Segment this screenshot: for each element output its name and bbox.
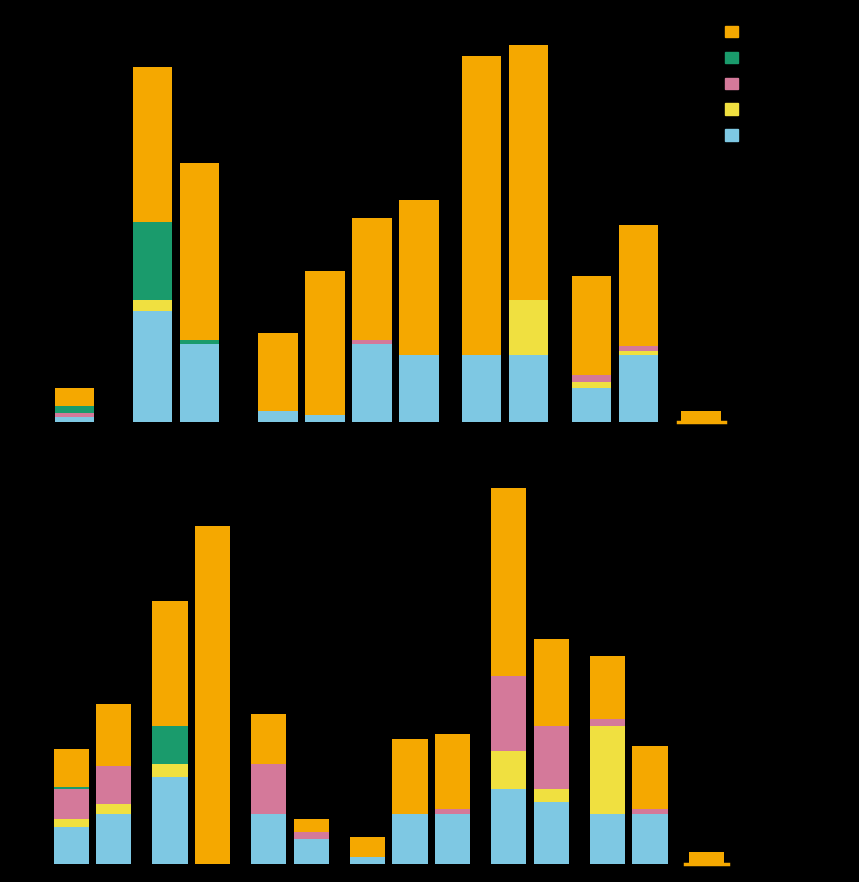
Bar [618,225,658,347]
Bar [55,407,94,413]
Bar [53,789,88,819]
Bar [618,351,658,355]
Bar [618,355,658,422]
Bar [259,411,297,422]
Bar [352,218,392,340]
Bar [393,814,428,864]
Bar [96,766,131,804]
Bar [251,714,287,764]
Bar [152,776,187,864]
Bar [590,727,625,814]
Bar [294,840,329,864]
Bar [681,411,721,422]
Bar [53,787,88,789]
Bar [180,344,219,422]
Bar [462,355,502,422]
Bar [572,375,611,382]
Bar [491,488,527,676]
Bar [55,417,94,422]
Bar [509,355,548,422]
Bar [152,601,187,727]
Bar [350,856,386,864]
Bar [294,832,329,840]
Bar [133,67,172,222]
Bar [572,275,611,375]
Bar [491,789,527,864]
Bar [509,300,548,355]
Bar [533,789,569,802]
Bar [306,271,344,415]
Bar [180,162,219,340]
Bar [53,749,88,787]
Bar [509,45,548,300]
Bar [590,656,625,719]
Bar [462,56,502,355]
Bar [53,826,88,864]
Bar [352,340,392,344]
Legend: , , , , : , , , , [725,26,749,143]
Bar [152,727,187,764]
Bar [55,388,94,407]
Bar [96,804,131,814]
Bar [435,809,470,814]
Bar [133,311,172,422]
Bar [96,704,131,766]
Bar [96,814,131,864]
Bar [55,413,94,417]
Bar [590,719,625,727]
Bar [632,809,667,814]
Bar [195,526,230,864]
Bar [306,415,344,422]
Bar [399,355,439,422]
Bar [632,746,667,809]
Bar [399,200,439,355]
Bar [133,222,172,300]
Bar [133,300,172,311]
Bar [53,819,88,826]
Bar [435,734,470,809]
Bar [435,814,470,864]
Bar [632,814,667,864]
Bar [572,382,611,388]
Bar [572,388,611,422]
Bar [590,814,625,864]
Bar [152,764,187,776]
Bar [618,347,658,351]
Bar [251,764,287,814]
Bar [350,837,386,856]
Bar [533,727,569,789]
Bar [259,333,297,411]
Bar [180,340,219,344]
Bar [393,739,428,814]
Bar [491,676,527,751]
Bar [533,639,569,727]
Bar [251,814,287,864]
Bar [689,852,724,864]
Bar [294,819,329,832]
Bar [352,344,392,422]
Bar [491,751,527,789]
Bar [533,802,569,864]
